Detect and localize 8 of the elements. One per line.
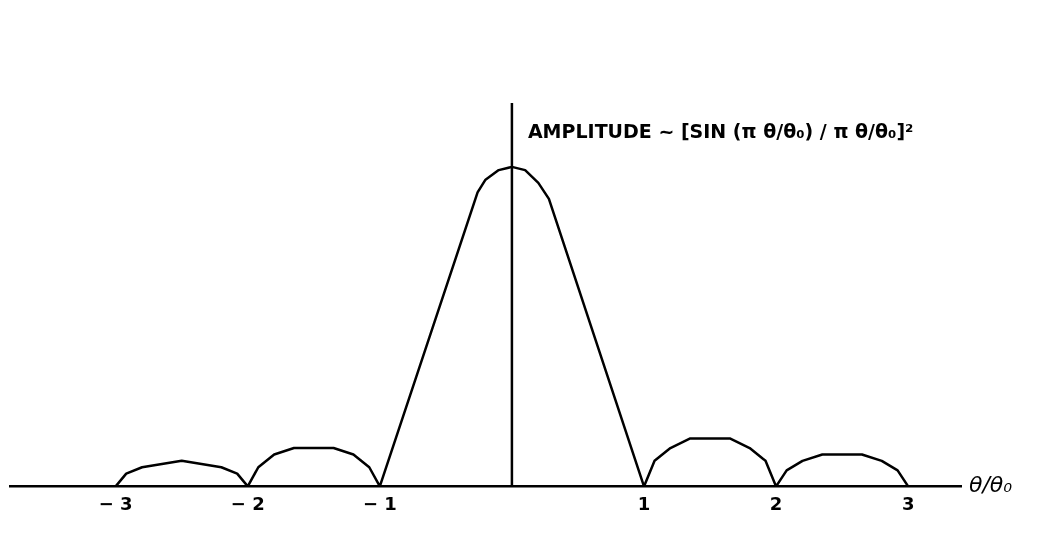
x-tick-label: 3 bbox=[901, 492, 915, 514]
x-tick-label: − 1 bbox=[362, 492, 397, 514]
x-tick-label: 1 bbox=[637, 492, 651, 514]
x-axis-title: θ/θ₀ bbox=[969, 472, 1013, 498]
x-tick-label: − 3 bbox=[98, 492, 133, 514]
text: AMPLITUDE ~ [SIN (π θ/θ₀) / π θ/θ₀]² bbox=[527, 119, 914, 142]
x-tick-label: 2 bbox=[769, 492, 783, 514]
x-tick-label: − 2 bbox=[230, 492, 265, 514]
